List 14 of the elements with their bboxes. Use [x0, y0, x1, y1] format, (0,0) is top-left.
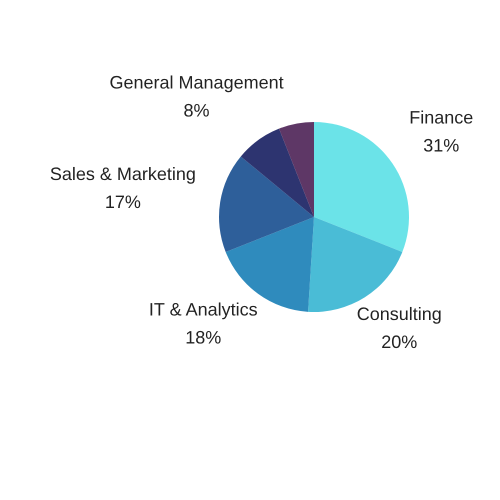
pie-slice: [240, 128, 314, 217]
pie-slice: [219, 156, 314, 252]
slice-label: Finance: [409, 107, 474, 128]
slice-label: Consulting: [356, 304, 442, 324]
data-label: 8%: [184, 100, 210, 121]
slice-label: General Management: [110, 72, 284, 93]
data-label: 18%: [185, 327, 222, 348]
pie-slice: [314, 122, 409, 252]
slice-label: IT & Analytics: [148, 299, 258, 320]
pie-slice: [279, 122, 314, 217]
slice-label: Sales & Marketing: [50, 164, 196, 184]
data-label: 20%: [381, 332, 418, 352]
data-label: 17%: [104, 192, 141, 212]
data-label: 31%: [423, 135, 460, 156]
